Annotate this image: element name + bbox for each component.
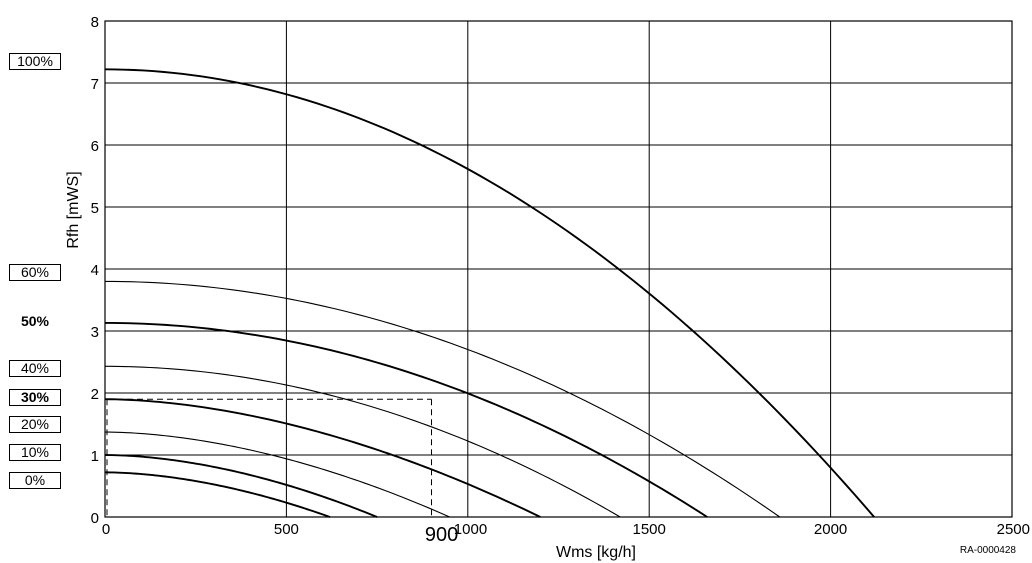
x-tick-label: 1000 — [454, 521, 487, 538]
curve-50pct — [104, 321, 708, 518]
y-tick-label: 3 — [91, 324, 99, 341]
y-axis-label: Rfh [mWS] — [65, 171, 82, 248]
y-tick-label: 8 — [91, 14, 99, 31]
y-tick-label: 6 — [91, 138, 99, 155]
curve-10pct — [104, 454, 378, 518]
legend-label-30pct: 30% — [9, 389, 61, 407]
grid-lines — [105, 21, 1012, 517]
curve-20pct — [104, 431, 450, 518]
y-tick-label: 5 — [91, 200, 99, 217]
y-tick-label: 2 — [91, 386, 99, 403]
plot-border — [104, 20, 1013, 518]
reference-dashed-lines — [106, 398, 433, 517]
x-tick-label: 0 — [102, 521, 110, 538]
reference-x-label: 900 — [425, 524, 458, 546]
legend-label-20pct: 20% — [9, 416, 61, 433]
figure-code: RA-0000428 — [960, 545, 1017, 556]
y-tick-labels: 0 1 2 3 4 5 6 7 8 — [91, 14, 99, 527]
legend-label-50pct: 50% — [20, 312, 50, 329]
x-tick-label: 2000 — [814, 521, 847, 538]
y-tick-label: 7 — [91, 76, 99, 93]
curve-60pct — [104, 280, 781, 518]
curve-0pct — [104, 471, 331, 518]
curve-40pct — [104, 365, 621, 518]
y-tick-label: 0 — [91, 510, 99, 527]
x-tick-labels: 0 500 1000 1500 2500 2000 900 — [102, 521, 1030, 546]
y-tick-label: 4 — [91, 262, 99, 279]
x-tick-label: 500 — [274, 521, 299, 538]
legend-label-0pct: 0% — [9, 471, 61, 489]
legend-label-40pct: 40% — [9, 360, 61, 378]
x-axis-label: Wms [kg/h] — [556, 544, 636, 561]
curve-30pct — [104, 398, 541, 518]
y-tick-label: 1 — [91, 448, 99, 465]
legend-label-10pct: 10% — [9, 443, 61, 461]
legend-label-60pct: 60% — [9, 264, 61, 282]
x-tick-label: 2500 — [997, 521, 1030, 538]
curves — [104, 68, 875, 518]
legend-label-100pct: 100% — [9, 53, 61, 71]
curve-100pct — [104, 68, 875, 518]
plot-frame — [104, 20, 1013, 518]
x-tick-label: 1500 — [633, 521, 666, 538]
